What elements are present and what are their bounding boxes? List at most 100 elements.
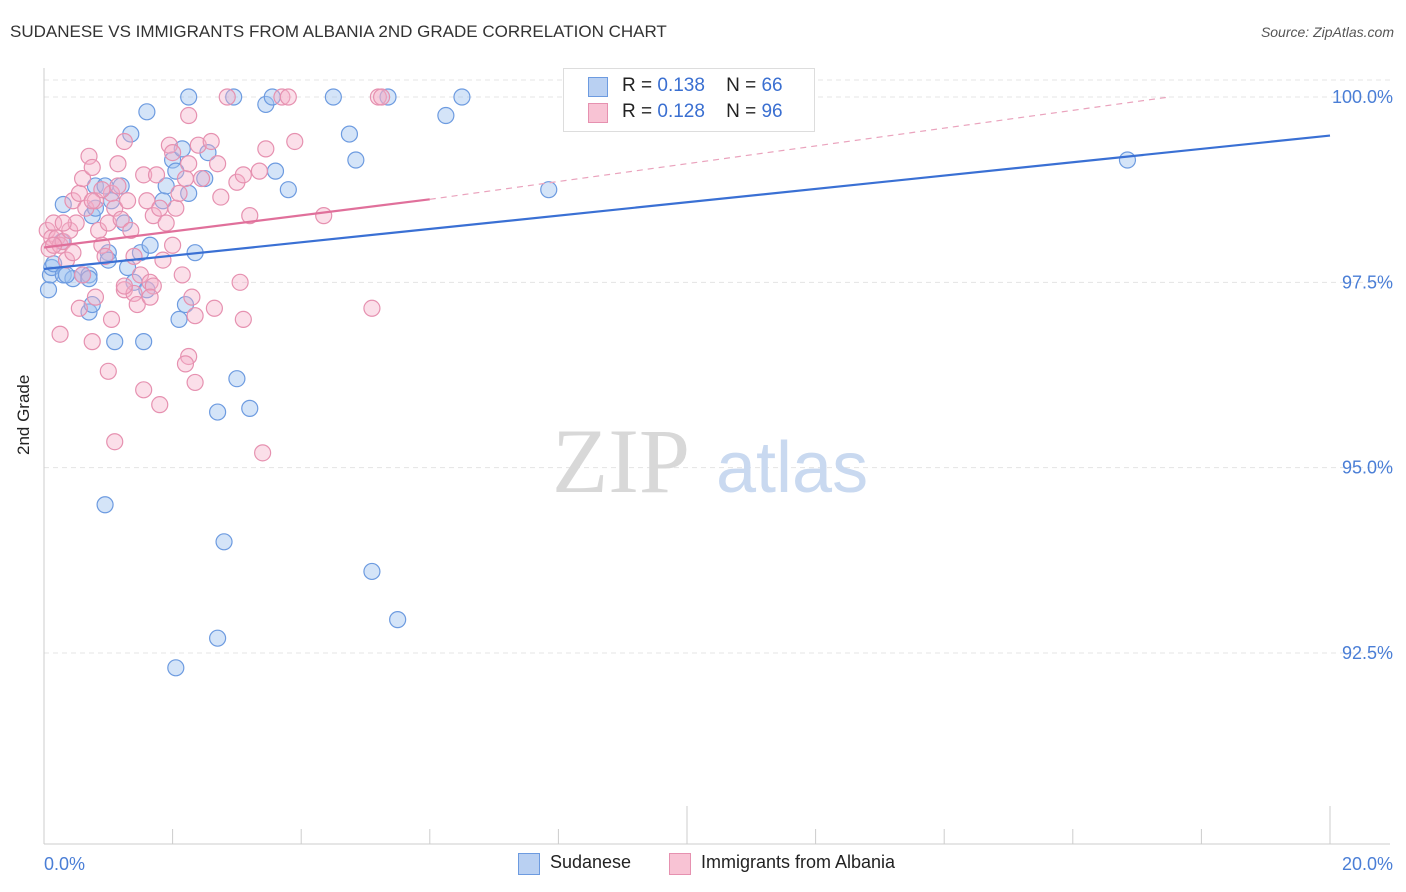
- data-point-albania: [83, 192, 101, 210]
- r-value: 0.128: [657, 101, 705, 122]
- data-point-sudanese: [215, 533, 233, 551]
- data-point-albania: [93, 181, 111, 199]
- y-tick-label: 100.0%: [1332, 87, 1393, 107]
- data-point-albania: [70, 299, 88, 317]
- data-point-albania: [138, 192, 156, 210]
- data-point-sudanese: [157, 177, 175, 195]
- data-point-albania: [128, 295, 146, 314]
- data-point-albania: [180, 155, 198, 173]
- data-point-albania: [189, 136, 207, 154]
- trend-line-sudanese: [43, 134, 1331, 271]
- data-point-albania: [273, 88, 291, 106]
- legend-swatch-sudanese: [518, 853, 540, 875]
- legend-swatch-albania: [669, 853, 691, 875]
- data-point-albania: [234, 310, 252, 328]
- trend-line-albania: [43, 198, 430, 249]
- tick-labels: 100.0% 97.5% 95.0% 92.5% 0.0% 20.0%: [44, 87, 1393, 874]
- data-point-albania: [250, 162, 269, 180]
- data-point-albania: [96, 247, 114, 265]
- data-point-albania: [257, 140, 275, 158]
- data-point-sudanese: [437, 106, 455, 125]
- data-point-sudanese: [141, 236, 159, 254]
- r-label: R =: [622, 101, 653, 122]
- data-point-albania: [99, 214, 117, 232]
- data-point-albania: [135, 166, 153, 184]
- data-point-albania: [164, 144, 182, 162]
- data-point-sudanese: [363, 562, 381, 581]
- trend-lines: [43, 96, 1331, 271]
- data-point-albania: [209, 155, 227, 173]
- data-point-albania: [106, 433, 124, 451]
- data-point-sudanese: [1118, 151, 1137, 169]
- data-point-albania: [144, 277, 162, 295]
- data-point-albania: [372, 88, 391, 106]
- data-point-albania: [192, 169, 211, 188]
- data-point-sudanese: [324, 88, 342, 106]
- data-point-sudanese: [379, 88, 397, 106]
- watermark-atlas: atlas: [716, 428, 868, 508]
- data-point-albania: [109, 155, 127, 173]
- data-point-albania: [176, 355, 195, 373]
- data-point-sudanese: [209, 403, 227, 421]
- watermark: ZIP atlas: [552, 410, 868, 512]
- data-point-sudanese: [138, 103, 156, 121]
- data-point-albania: [218, 88, 236, 106]
- chart-title: SUDANESE VS IMMIGRANTS FROM ALBANIA 2ND …: [10, 22, 667, 41]
- data-point-albania: [122, 221, 140, 240]
- data-point-albania: [186, 307, 204, 325]
- data-point-sudanese: [209, 629, 227, 647]
- data-point-albania: [83, 333, 101, 351]
- r-value: 0.138: [657, 75, 705, 96]
- n-value: 96: [761, 101, 783, 122]
- stats-box: R = 0.138 N = 66 R = 0.128 N = 96: [563, 68, 815, 132]
- data-point-sudanese: [57, 266, 76, 284]
- data-point-sudanese: [389, 611, 407, 629]
- data-point-albania: [231, 273, 249, 291]
- data-point-albania: [157, 214, 175, 232]
- data-point-albania: [86, 288, 105, 306]
- data-point-sudanese: [225, 88, 243, 106]
- data-point-albania: [170, 184, 188, 202]
- y-tick-label: 92.5%: [1342, 643, 1393, 663]
- n-label: N =: [726, 75, 757, 96]
- data-point-albania: [205, 299, 223, 317]
- data-point-albania: [67, 214, 85, 232]
- data-point-albania: [151, 396, 169, 414]
- data-point-sudanese: [170, 310, 188, 328]
- data-point-albania: [202, 132, 220, 151]
- chart-source: Source: ZipAtlas.com: [1260, 24, 1394, 40]
- data-point-sudanese: [106, 333, 124, 351]
- data-point-albania: [241, 207, 259, 225]
- grid-lines: [44, 79, 1390, 654]
- y-tick-label: 97.5%: [1342, 272, 1393, 292]
- data-point-albania: [176, 169, 195, 188]
- x-tick-label: 20.0%: [1342, 854, 1393, 874]
- data-point-albania: [186, 373, 204, 392]
- n-label: N =: [726, 101, 757, 122]
- data-point-sudanese: [340, 125, 359, 143]
- data-point-albania: [154, 251, 172, 269]
- data-point-albania: [109, 177, 127, 195]
- data-point-sudanese: [96, 496, 114, 514]
- data-point-sudanese: [228, 370, 246, 388]
- data-point-sudanese: [180, 88, 198, 106]
- data-point-sudanese: [80, 266, 98, 284]
- data-point-albania: [83, 158, 101, 177]
- data-point-albania: [254, 444, 272, 462]
- data-point-albania: [112, 210, 130, 228]
- data-point-albania: [279, 88, 297, 106]
- data-point-albania: [115, 277, 133, 295]
- trend-extension-albania: [429, 96, 1170, 200]
- data-point-albania: [102, 310, 121, 328]
- data-point-albania: [180, 106, 198, 125]
- data-point-sudanese: [347, 151, 365, 169]
- data-point-albania: [80, 147, 98, 165]
- y-tick-label: 95.0%: [1342, 458, 1393, 478]
- data-point-albania: [167, 199, 185, 217]
- x-tick-label: 0.0%: [44, 854, 85, 874]
- data-point-albania: [286, 132, 304, 151]
- data-point-albania: [99, 362, 117, 380]
- legend-label: Immigrants from Albania: [701, 852, 896, 872]
- data-point-sudanese: [266, 162, 285, 180]
